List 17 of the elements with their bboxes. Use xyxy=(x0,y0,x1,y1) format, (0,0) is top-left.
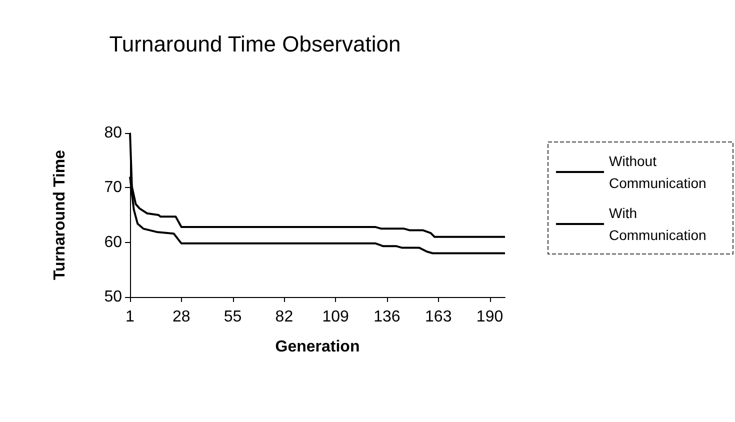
legend-label: Without Communication xyxy=(609,153,706,191)
x-tick-label: 82 xyxy=(275,308,294,326)
x-tick-label: 136 xyxy=(374,308,400,326)
x-tick-label: 55 xyxy=(224,308,242,326)
y-axis-title: Turnaround Time xyxy=(52,150,68,280)
x-tick-label: 28 xyxy=(172,308,190,326)
x-tick-label: 1 xyxy=(126,308,135,326)
x-axis-title: Generation xyxy=(275,338,360,356)
y-tick-label: 50 xyxy=(104,288,122,306)
x-tick-label: 190 xyxy=(476,308,504,326)
y-tick-label: 60 xyxy=(104,234,122,251)
x-tick-label: 163 xyxy=(425,308,452,326)
legend-label: With Communication xyxy=(609,205,706,243)
y-tick-label: 70 xyxy=(104,179,122,196)
chart-title: Turnaround Time Observation xyxy=(109,32,401,56)
y-tick-label: 80 xyxy=(104,124,122,142)
x-tick-label: 109 xyxy=(322,308,350,326)
